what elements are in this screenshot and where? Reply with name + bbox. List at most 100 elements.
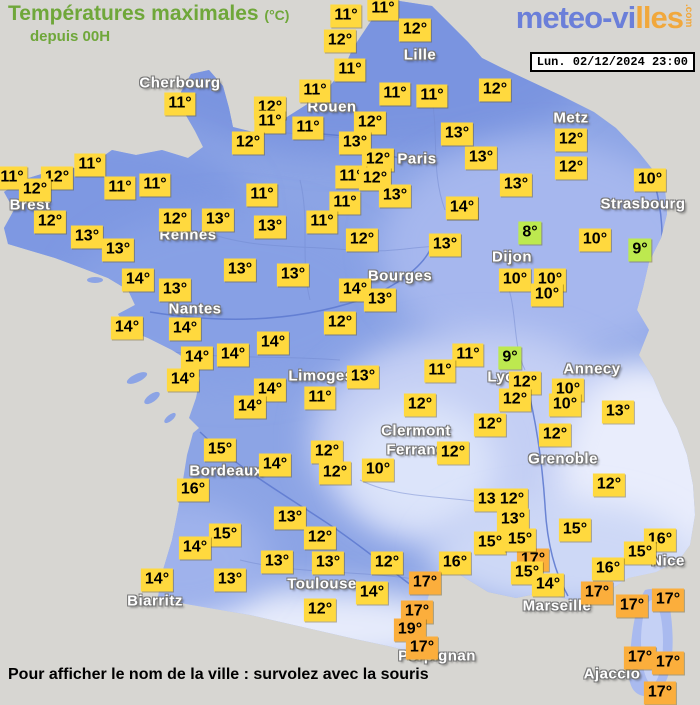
temp-badge[interactable]: 13°: [276, 263, 310, 287]
temp-badge[interactable]: 12°: [345, 228, 379, 252]
temp-badge[interactable]: 11°: [379, 82, 411, 106]
temp-badge[interactable]: 13°: [311, 551, 345, 575]
temp-badge[interactable]: 13°: [158, 278, 192, 302]
temp-badge[interactable]: 15°: [558, 518, 592, 542]
temp-badge[interactable]: 10°: [633, 168, 667, 192]
temp-badge[interactable]: 14°: [121, 268, 155, 292]
temp-badge[interactable]: 12°: [592, 473, 626, 497]
temp-badge[interactable]: 13°: [213, 568, 247, 592]
temp-badge[interactable]: 11°: [299, 79, 331, 103]
temp-badge[interactable]: 12°: [33, 210, 67, 234]
temp-badge[interactable]: 12°: [303, 598, 337, 622]
temp-badge[interactable]: 12°: [323, 29, 357, 53]
temp-badge[interactable]: 14°: [445, 196, 479, 220]
temp-badge[interactable]: 13°: [363, 288, 397, 312]
temp-badge[interactable]: 17°: [408, 571, 442, 595]
temp-badge[interactable]: 14°: [258, 453, 292, 477]
temp-badge[interactable]: 12°: [498, 388, 532, 412]
temp-badge[interactable]: 14°: [166, 368, 200, 392]
temp-badge[interactable]: 13°: [378, 184, 412, 208]
temp-badge[interactable]: 11°: [139, 173, 171, 197]
temp-badge[interactable]: 12°: [303, 526, 337, 550]
temp-badge[interactable]: 13°: [440, 122, 474, 146]
temp-badge[interactable]: 11°: [330, 4, 362, 28]
temp-badge[interactable]: 17°: [651, 651, 685, 675]
temp-badge[interactable]: 13°: [260, 550, 294, 574]
temp-badge[interactable]: 9°: [498, 346, 522, 370]
temp-badge[interactable]: 8°: [518, 221, 542, 245]
temp-badge[interactable]: 12°: [538, 423, 572, 447]
temp-badge[interactable]: 13°: [346, 365, 380, 389]
temp-badge[interactable]: 14°: [256, 331, 290, 355]
temp-badge[interactable]: 14°: [180, 346, 214, 370]
temp-badge[interactable]: 14°: [110, 316, 144, 340]
temp-badge[interactable]: 10°: [578, 228, 612, 252]
temp-badge[interactable]: 12°: [158, 208, 192, 232]
temp-badge[interactable]: 11°: [164, 92, 196, 116]
temp-badge[interactable]: 12°: [478, 78, 512, 102]
temp-badge[interactable]: 10°: [498, 268, 532, 292]
temp-badge[interactable]: 17°: [643, 681, 677, 705]
temp-badge[interactable]: 14°: [178, 536, 212, 560]
temp-badge[interactable]: 14°: [168, 317, 202, 341]
temp-badge[interactable]: 13°: [253, 215, 287, 239]
temp-badge[interactable]: 13°: [499, 173, 533, 197]
temp-badge[interactable]: 17°: [405, 636, 439, 660]
temp-badge[interactable]: 11°: [424, 359, 456, 383]
temp-badge[interactable]: 12°: [323, 311, 357, 335]
temp-badge[interactable]: 11°: [416, 84, 448, 108]
temp-badge[interactable]: 10°: [361, 458, 395, 482]
temp-badge[interactable]: 12°: [436, 441, 470, 465]
temp-badge[interactable]: 9°: [628, 238, 652, 262]
temp-badge[interactable]: 11°: [74, 153, 106, 177]
temp-badge[interactable]: 19°: [393, 618, 427, 642]
temp-badge[interactable]: 12°: [398, 18, 432, 42]
temp-badge[interactable]: 12°: [361, 148, 395, 172]
temp-badge[interactable]: 11°: [306, 210, 338, 234]
temp-badge[interactable]: 13°: [223, 258, 257, 282]
temp-badge[interactable]: 11°: [304, 386, 336, 410]
temp-badge[interactable]: 14°: [233, 395, 267, 419]
temp-badge[interactable]: 15°: [503, 528, 537, 552]
temp-badge[interactable]: 11°: [367, 0, 399, 21]
temp-badge[interactable]: 14°: [140, 568, 174, 592]
temp-badge[interactable]: 13°: [496, 508, 530, 532]
temp-badge[interactable]: 15°: [203, 438, 237, 462]
temp-badge[interactable]: 15°: [623, 541, 657, 565]
temp-badge[interactable]: 11°: [254, 110, 286, 134]
meteo-villes-logo[interactable]: meteo-vi lles .com: [516, 0, 694, 36]
temp-badge[interactable]: 11°: [104, 176, 136, 200]
temp-badge[interactable]: 14°: [216, 343, 250, 367]
temp-badge[interactable]: 13°: [273, 506, 307, 530]
temp-badge[interactable]: 14°: [531, 573, 565, 597]
temp-badge[interactable]: 17°: [580, 581, 614, 605]
temp-badge[interactable]: 14°: [355, 581, 389, 605]
temp-badge[interactable]: 10°: [548, 393, 582, 417]
temp-badge[interactable]: 13°: [201, 208, 235, 232]
temp-badge[interactable]: 15°: [473, 531, 507, 555]
temp-badge[interactable]: 12°: [310, 440, 344, 464]
temp-badge[interactable]: 11°: [246, 183, 278, 207]
temp-badge[interactable]: 11°: [452, 343, 484, 367]
temp-badge[interactable]: 11°: [335, 165, 367, 189]
temp-badge[interactable]: 17°: [400, 600, 434, 624]
temp-badge[interactable]: 12°: [370, 551, 404, 575]
temp-badge[interactable]: 14°: [338, 278, 372, 302]
temp-badge[interactable]: 12°: [318, 461, 352, 485]
temp-badge[interactable]: 16°: [438, 551, 472, 575]
temp-badge[interactable]: 12°: [473, 413, 507, 437]
temp-badge[interactable]: 16°: [591, 557, 625, 581]
temp-badge[interactable]: 12°: [353, 111, 387, 135]
temp-badge[interactable]: 13°: [601, 400, 635, 424]
temp-badge[interactable]: 11°: [329, 191, 361, 215]
temp-badge[interactable]: 13°: [464, 146, 498, 170]
temp-badge[interactable]: 15°: [208, 523, 242, 547]
temp-badge[interactable]: 12°: [554, 156, 588, 180]
temp-badge[interactable]: 12°: [403, 393, 437, 417]
temp-badge[interactable]: 11°: [334, 58, 366, 82]
temp-badge[interactable]: 12°: [18, 178, 52, 202]
temp-badge[interactable]: 11°: [292, 116, 324, 140]
temp-badge[interactable]: 17°: [651, 588, 685, 612]
temp-badge[interactable]: 13°: [70, 225, 104, 249]
temp-badge[interactable]: 13°: [428, 233, 462, 257]
